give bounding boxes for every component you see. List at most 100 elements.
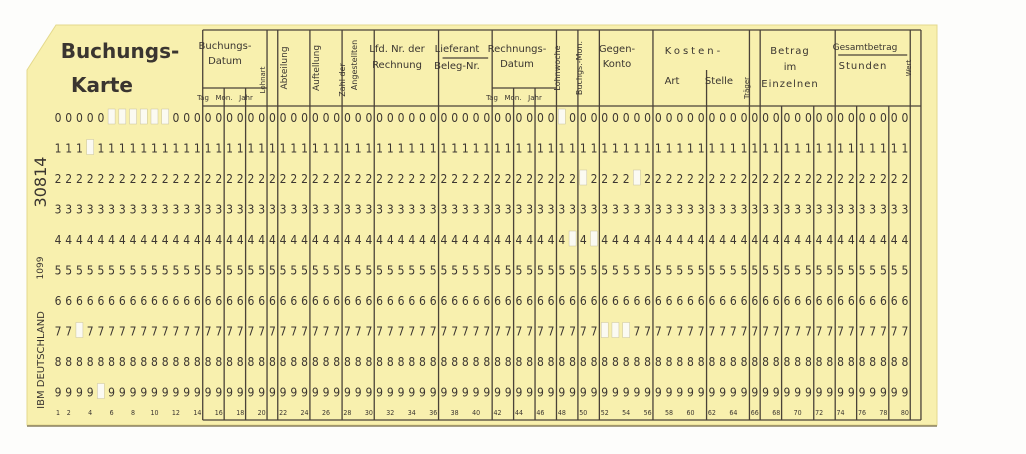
digit-cell: 0 xyxy=(365,111,372,125)
digit-cell: 0 xyxy=(537,111,544,125)
digit-cell: 2 xyxy=(591,172,598,186)
digit-cell: 9 xyxy=(837,386,844,400)
digit-cell: 4 xyxy=(269,233,276,247)
digit-cell: 5 xyxy=(172,264,179,278)
digit-cell: 9 xyxy=(633,386,640,400)
digit-cell: 5 xyxy=(591,264,598,278)
digit-cell: 2 xyxy=(719,172,726,186)
digit-cell: 2 xyxy=(473,172,480,186)
digit-cell: 5 xyxy=(848,264,855,278)
digit-cell: 8 xyxy=(451,355,458,369)
header-auftellung: Auftellung xyxy=(312,45,322,91)
digit-cell: 4 xyxy=(76,233,83,247)
digit-cell: 4 xyxy=(580,233,587,247)
digit-cell: 1 xyxy=(537,142,544,156)
punched-hole xyxy=(86,139,94,155)
digit-cell: 0 xyxy=(172,111,179,125)
digit-cell: 2 xyxy=(826,172,833,186)
digit-cell: 1 xyxy=(591,142,598,156)
column-number: 42 xyxy=(494,409,502,417)
digit-cell: 9 xyxy=(430,386,437,400)
digit-cell: 6 xyxy=(633,294,640,308)
digit-cell: 3 xyxy=(355,203,362,217)
digit-cell: 3 xyxy=(473,203,480,217)
digit-cell: 1 xyxy=(633,142,640,156)
digit-cell: 6 xyxy=(108,294,115,308)
digit-cell: 3 xyxy=(483,203,490,217)
digit-cell: 7 xyxy=(312,325,319,339)
digit-cell: 0 xyxy=(591,111,598,125)
digit-cell: 2 xyxy=(162,172,169,186)
digit-cell: 1 xyxy=(248,142,255,156)
digit-cell: 8 xyxy=(237,355,244,369)
digit-cell: 0 xyxy=(612,111,619,125)
header-betrag: Betrag xyxy=(770,46,810,57)
digit-cell: 0 xyxy=(901,111,908,125)
digit-cell: 3 xyxy=(55,203,62,217)
header-bd-jahr: Jahr xyxy=(238,94,253,102)
digit-cell: 8 xyxy=(194,355,201,369)
digit-cell: 7 xyxy=(730,325,737,339)
digit-cell: 6 xyxy=(312,294,319,308)
digit-cell: 2 xyxy=(205,172,212,186)
digit-cell: 2 xyxy=(794,172,801,186)
digit-cell: 4 xyxy=(526,233,533,247)
digit-cell: 6 xyxy=(237,294,244,308)
digit-cell: 0 xyxy=(55,111,62,125)
digit-cell: 4 xyxy=(869,233,876,247)
digit-cell: 5 xyxy=(376,264,383,278)
digit-cell: 4 xyxy=(784,233,791,247)
digit-cell: 1 xyxy=(805,142,812,156)
column-number: 30 xyxy=(365,409,373,417)
digit-cell: 8 xyxy=(698,355,705,369)
digit-cell: 5 xyxy=(151,264,158,278)
digit-cell: 2 xyxy=(526,172,533,186)
digit-cell: 6 xyxy=(591,294,598,308)
digit-cell: 2 xyxy=(290,172,297,186)
digit-cell: 8 xyxy=(333,355,340,369)
digit-cell: 3 xyxy=(108,203,115,217)
digit-cell: 1 xyxy=(516,142,523,156)
digit-cell: 0 xyxy=(290,111,297,125)
digit-cell: 9 xyxy=(205,386,212,400)
digit-cell: 6 xyxy=(376,294,383,308)
digit-cell: 5 xyxy=(891,264,898,278)
digit-cell: 2 xyxy=(140,172,147,186)
digit-cell: 5 xyxy=(419,264,426,278)
digit-cell: 1 xyxy=(55,142,62,156)
column-number: 14 xyxy=(193,409,201,417)
digit-cell: 2 xyxy=(280,172,287,186)
digit-cell: 6 xyxy=(687,294,694,308)
digit-cell: 9 xyxy=(119,386,126,400)
digit-cell: 6 xyxy=(248,294,255,308)
digit-cell: 8 xyxy=(784,355,791,369)
punched-hole xyxy=(161,108,169,125)
digit-cell: 5 xyxy=(859,264,866,278)
digit-cell: 9 xyxy=(741,386,748,400)
digit-cell: 3 xyxy=(644,203,651,217)
digit-cell: 5 xyxy=(676,264,683,278)
digit-cell: 5 xyxy=(248,264,255,278)
column-number: 16 xyxy=(215,409,223,417)
column-number: 48 xyxy=(558,409,566,417)
digit-cell: 4 xyxy=(248,233,255,247)
header-konto: Konto xyxy=(603,59,632,70)
digit-cell: 5 xyxy=(784,264,791,278)
digit-cell: 2 xyxy=(483,172,490,186)
digit-cell: 1 xyxy=(526,142,533,156)
digit-cell: 8 xyxy=(816,355,823,369)
digit-cell: 7 xyxy=(387,325,394,339)
digit-cell: 8 xyxy=(65,355,72,369)
digit-cell: 7 xyxy=(194,325,201,339)
digit-cell: 6 xyxy=(162,294,169,308)
digit-cell: 8 xyxy=(526,355,533,369)
digit-cell: 4 xyxy=(676,233,683,247)
punched-hole xyxy=(590,230,598,247)
digit-cell: 3 xyxy=(205,203,212,217)
digit-cell: 3 xyxy=(794,203,801,217)
digit-cell: 8 xyxy=(430,355,437,369)
digit-cell: 5 xyxy=(633,264,640,278)
digit-cell: 5 xyxy=(655,264,662,278)
digit-cell: 3 xyxy=(848,203,855,217)
digit-cell: 6 xyxy=(880,294,887,308)
